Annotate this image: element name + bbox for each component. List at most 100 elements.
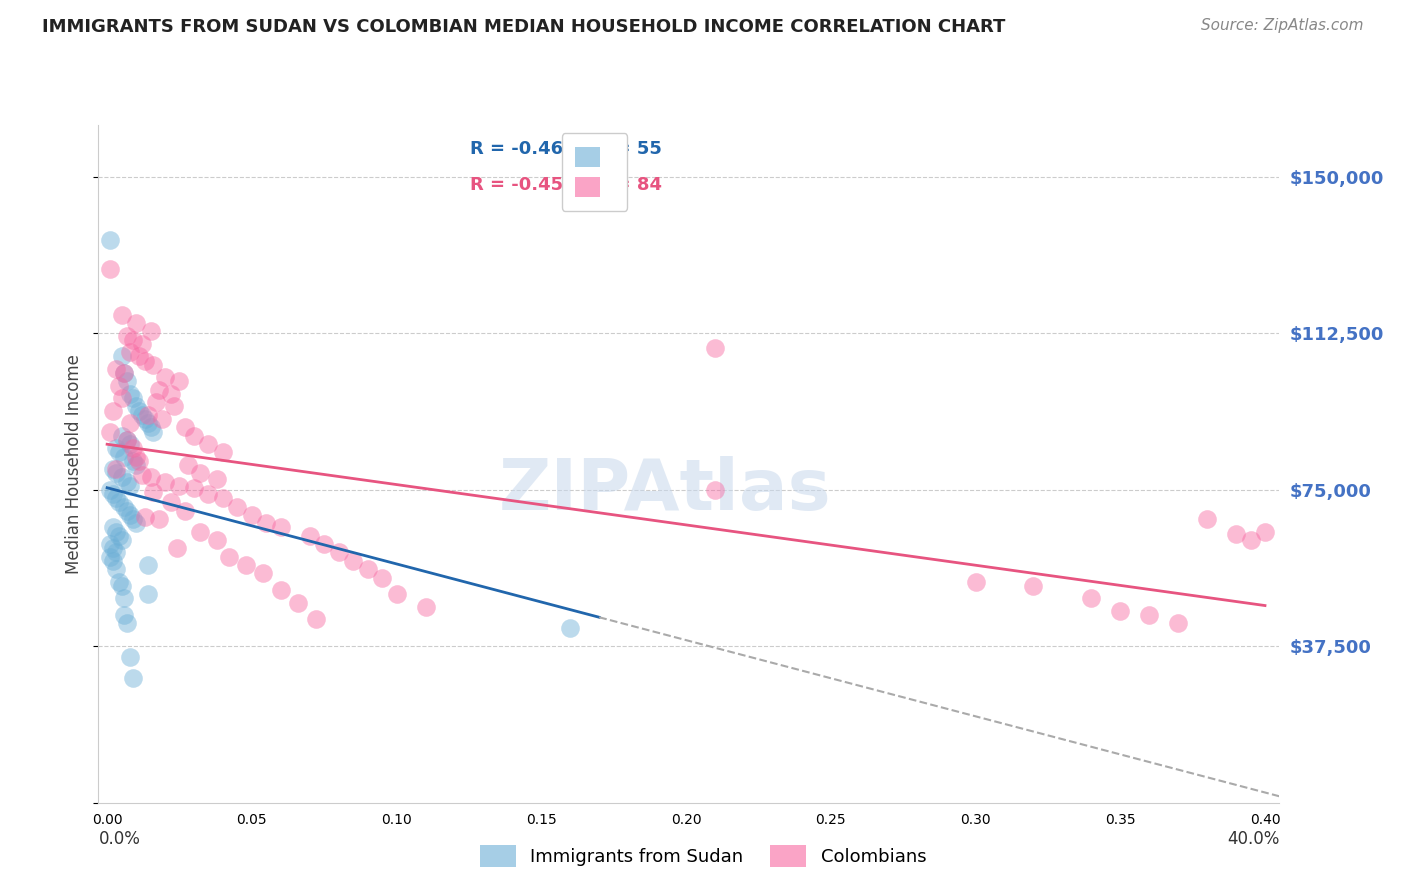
Point <box>98 233 121 247</box>
Point <box>136 558 159 572</box>
Point <box>114 591 136 606</box>
Point <box>270 582 292 597</box>
Point <box>415 599 437 614</box>
Point <box>287 596 309 610</box>
Point <box>371 570 394 584</box>
Point <box>183 481 205 495</box>
Point <box>142 358 165 372</box>
Point <box>153 370 176 384</box>
Point <box>1109 604 1132 618</box>
Legend: , : , <box>562 133 627 211</box>
Point <box>120 508 142 522</box>
Point <box>131 408 153 422</box>
Point <box>110 350 132 364</box>
Point <box>107 445 129 459</box>
Point <box>159 495 181 509</box>
Point <box>104 462 127 476</box>
Point <box>101 487 124 501</box>
Point <box>114 450 136 464</box>
Point <box>174 420 197 434</box>
Point <box>110 579 132 593</box>
Point <box>177 458 200 472</box>
Point <box>153 475 176 489</box>
Point <box>104 545 127 559</box>
Point <box>104 491 127 506</box>
Point <box>101 520 124 534</box>
Point <box>1167 616 1189 631</box>
Point <box>122 333 145 347</box>
Point <box>98 537 121 551</box>
Point <box>174 504 197 518</box>
Point <box>120 345 142 359</box>
Point <box>104 441 127 455</box>
Point <box>128 453 150 467</box>
Point <box>304 612 326 626</box>
Text: R = -0.465   N = 55: R = -0.465 N = 55 <box>471 140 662 158</box>
Point <box>117 475 139 489</box>
Point <box>125 516 148 531</box>
Point <box>136 587 159 601</box>
Point <box>1137 608 1160 623</box>
Point <box>240 508 263 522</box>
Point <box>704 341 727 355</box>
Point <box>134 353 156 368</box>
Point <box>1254 524 1277 539</box>
Point <box>131 337 153 351</box>
Point <box>197 487 219 501</box>
Point <box>120 479 142 493</box>
Point <box>163 400 186 414</box>
Point <box>704 483 727 497</box>
Point <box>169 375 191 389</box>
Point <box>117 504 139 518</box>
Point <box>226 500 249 514</box>
Point <box>205 473 228 487</box>
Point <box>314 537 336 551</box>
Text: Source: ZipAtlas.com: Source: ZipAtlas.com <box>1201 18 1364 33</box>
Point <box>212 445 235 459</box>
Point <box>131 468 153 483</box>
Point <box>104 362 127 376</box>
Point <box>120 387 142 401</box>
Point <box>142 485 165 500</box>
Point <box>342 554 364 568</box>
Point <box>139 420 162 434</box>
Point <box>107 495 129 509</box>
Point <box>328 545 350 559</box>
Point <box>169 479 191 493</box>
Point <box>298 529 321 543</box>
Point <box>104 562 127 576</box>
Point <box>197 437 219 451</box>
Point <box>139 470 162 484</box>
Point <box>150 412 173 426</box>
Point <box>117 375 139 389</box>
Text: 40.0%: 40.0% <box>1227 830 1279 848</box>
Point <box>101 554 124 568</box>
Y-axis label: Median Household Income: Median Household Income <box>65 354 83 574</box>
Point <box>107 378 129 392</box>
Point <box>560 621 582 635</box>
Point <box>117 616 139 631</box>
Point <box>254 516 277 531</box>
Point <box>1022 579 1045 593</box>
Point <box>125 400 148 414</box>
Point <box>122 391 145 405</box>
Point <box>159 387 181 401</box>
Point <box>110 470 132 484</box>
Point <box>114 366 136 380</box>
Point <box>120 649 142 664</box>
Text: ZIPAtlas: ZIPAtlas <box>499 457 831 525</box>
Point <box>117 433 139 447</box>
Point <box>117 328 139 343</box>
Legend: Immigrants from Sudan, Colombians: Immigrants from Sudan, Colombians <box>472 838 934 874</box>
Point <box>188 467 211 481</box>
Point <box>122 441 145 455</box>
Point <box>136 416 159 430</box>
Point <box>125 458 148 472</box>
Point <box>98 425 121 439</box>
Point <box>110 533 132 547</box>
Point <box>120 416 142 430</box>
Point <box>270 520 292 534</box>
Point <box>148 512 170 526</box>
Point <box>235 558 257 572</box>
Point <box>205 533 228 547</box>
